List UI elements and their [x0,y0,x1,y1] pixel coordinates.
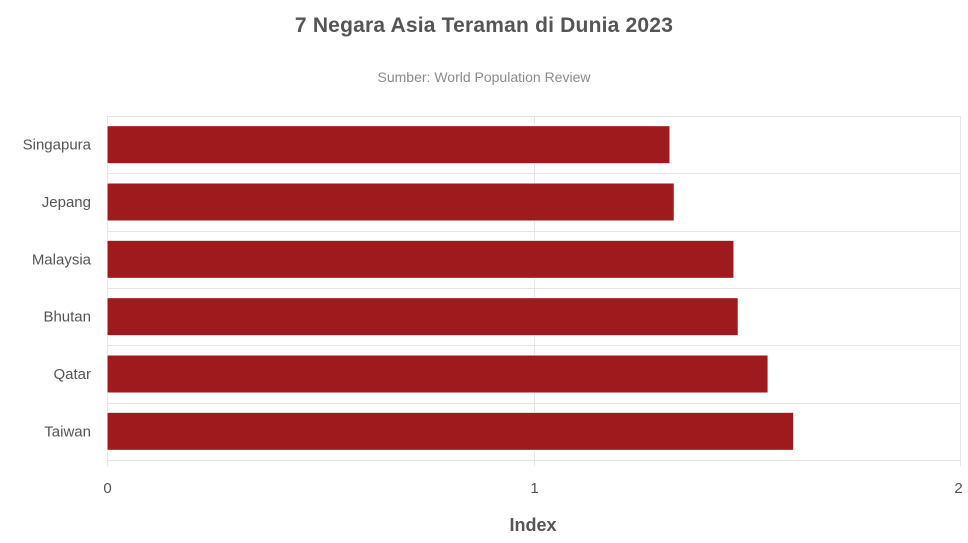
category-label: Singapura [23,137,92,154]
bar [106,125,671,165]
category-label: Jepang [42,194,91,211]
category-labels: Singapura Jepang Malaysia Bhutan Qatar Taiwan [23,137,92,441]
bar [106,239,735,279]
bar-series [106,125,795,451]
chart-subtitle: Sumber: World Population Review [377,69,591,85]
x-axis-label: Index [509,515,556,535]
category-label: Taiwan [44,423,91,440]
category-label: Bhutan [43,309,91,326]
bar [106,182,675,222]
x-tick-label: 2 [954,480,962,497]
grid-lines [107,116,961,466]
x-tick-label: 0 [103,480,111,497]
bar [106,354,769,394]
category-label: Malaysia [32,251,92,268]
x-axis-ticks: 0 1 2 [103,480,962,497]
category-label: Qatar [53,366,91,383]
bar [106,411,795,451]
x-tick-label: 1 [530,480,538,497]
bar [106,297,739,337]
chart-title: 7 Negara Asia Teraman di Dunia 2023 [294,14,674,37]
